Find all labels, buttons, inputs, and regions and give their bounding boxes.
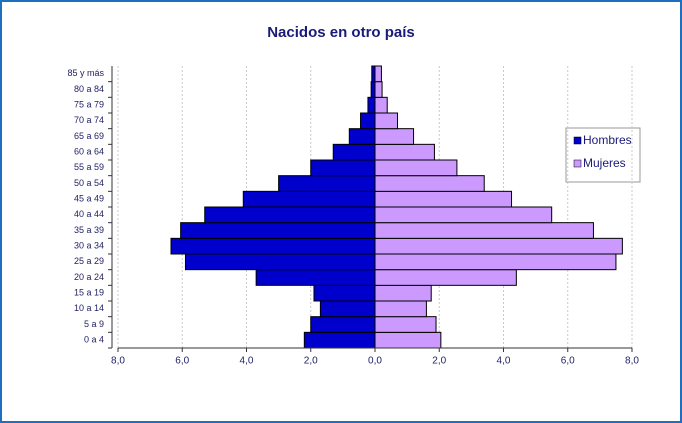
bar bbox=[204, 206, 376, 224]
y-tick-label: 60 a 64 bbox=[74, 147, 104, 157]
bar bbox=[374, 143, 435, 161]
y-tick-label: 50 a 54 bbox=[74, 178, 104, 188]
bar bbox=[313, 284, 376, 302]
bar bbox=[374, 175, 485, 192]
bar bbox=[374, 96, 388, 114]
bar bbox=[348, 128, 376, 145]
legend-swatch bbox=[573, 136, 582, 145]
x-tick-label: 4,0 bbox=[497, 356, 511, 367]
bar bbox=[374, 206, 553, 224]
bar bbox=[374, 128, 415, 145]
y-tick-label: 65 a 69 bbox=[74, 131, 104, 141]
bar bbox=[278, 175, 376, 192]
y-tick-label: 40 a 44 bbox=[74, 209, 104, 219]
bar bbox=[367, 96, 376, 114]
bar bbox=[332, 143, 376, 161]
y-tick-label: 45 a 49 bbox=[74, 194, 104, 204]
bar bbox=[374, 81, 383, 98]
legend-label: Hombres bbox=[583, 133, 632, 147]
legend-swatch bbox=[573, 159, 582, 168]
x-tick-label: 8,0 bbox=[111, 356, 125, 367]
bar bbox=[310, 159, 376, 177]
bar bbox=[319, 300, 376, 318]
y-tick-label: 70 a 74 bbox=[74, 115, 104, 125]
bar bbox=[374, 159, 458, 177]
y-tick-label: 20 a 24 bbox=[74, 272, 104, 282]
bar bbox=[360, 112, 376, 130]
bar bbox=[242, 190, 376, 208]
x-tick-label: 0,0 bbox=[368, 356, 382, 367]
y-tick-label: 5 a 9 bbox=[84, 319, 104, 329]
x-tick-label: 2,0 bbox=[432, 356, 446, 367]
y-tick-label: 0 a 4 bbox=[84, 335, 104, 345]
bar bbox=[374, 300, 427, 318]
bar bbox=[374, 284, 432, 302]
bar bbox=[310, 316, 376, 333]
y-tick-label: 85 y más bbox=[67, 68, 104, 78]
x-tick-label: 4,0 bbox=[240, 356, 254, 367]
bar bbox=[374, 269, 517, 286]
x-tick-label: 6,0 bbox=[175, 356, 189, 367]
y-tick-label: 80 a 84 bbox=[74, 84, 104, 94]
chart-title: Nacidos en otro país bbox=[267, 24, 415, 41]
bar bbox=[370, 81, 376, 98]
x-tick-label: 6,0 bbox=[561, 356, 575, 367]
bar bbox=[180, 222, 376, 239]
y-tick-label: 35 a 39 bbox=[74, 225, 104, 235]
legend-label: Mujeres bbox=[583, 156, 626, 170]
bar bbox=[170, 237, 376, 255]
bar bbox=[184, 253, 376, 271]
bar bbox=[374, 253, 617, 271]
x-tick-label: 2,0 bbox=[304, 356, 318, 367]
bar bbox=[374, 222, 594, 239]
y-tick-label: 10 a 14 bbox=[74, 303, 104, 313]
y-tick-label: 55 a 59 bbox=[74, 162, 104, 172]
bar bbox=[303, 331, 376, 349]
bar bbox=[374, 190, 513, 208]
bar bbox=[255, 269, 376, 286]
y-tick-label: 30 a 34 bbox=[74, 241, 104, 251]
bar bbox=[374, 331, 442, 349]
y-tick-label: 75 a 79 bbox=[74, 100, 104, 110]
bar bbox=[374, 112, 398, 130]
x-tick-label: 8,0 bbox=[625, 356, 639, 367]
y-tick-label: 25 a 29 bbox=[74, 256, 104, 266]
bar bbox=[374, 65, 382, 83]
y-tick-label: 15 a 19 bbox=[74, 288, 104, 298]
bar bbox=[374, 237, 623, 255]
bar bbox=[374, 316, 437, 333]
